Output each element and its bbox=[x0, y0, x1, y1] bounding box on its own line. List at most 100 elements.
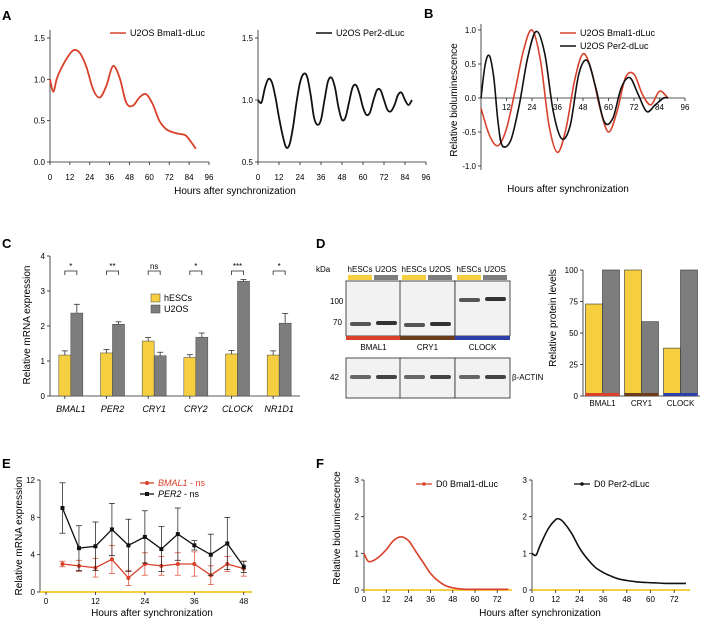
panel-d-protein-bar-u2os bbox=[602, 269, 620, 397]
panel-label-c: C bbox=[2, 236, 12, 251]
panel-b-legend-per2: U2OS Per2-dLuc bbox=[580, 41, 649, 51]
panel-a-left-x-tick-label: 60 bbox=[145, 173, 154, 182]
panel-c-significance-label: * bbox=[278, 262, 281, 271]
panel-f-right-y-tick-label: 1 bbox=[523, 549, 528, 558]
panel-d-lane-header-u2os bbox=[374, 275, 398, 280]
panel-d-band-hescs bbox=[404, 323, 425, 327]
panel-a-right-x-tick-label: 36 bbox=[317, 173, 326, 182]
panel-d-kda-label: kDa bbox=[316, 265, 331, 274]
panel-e-legend-marker bbox=[145, 492, 149, 496]
panel-d-actin-band bbox=[350, 375, 371, 379]
panel-f-left-x-tick-label: 72 bbox=[493, 595, 502, 604]
panel-b-y-tick-label: 0.0 bbox=[465, 94, 477, 103]
panel-f-left-x-tick-label: 60 bbox=[471, 595, 480, 604]
panel-d-blot-name: CLOCK bbox=[469, 343, 497, 352]
panel-c-y-tick-label: 1 bbox=[41, 357, 46, 366]
panel-a-right-x-tick-label: 72 bbox=[380, 173, 389, 182]
panel-d-lane-header-u2os bbox=[483, 275, 507, 280]
panel-d-band-hescs bbox=[350, 322, 371, 326]
panel-d-blot-underline bbox=[400, 336, 455, 340]
panel-a-left-x-tick-label: 84 bbox=[185, 173, 194, 182]
panel-a-right-x-tick-label: 96 bbox=[422, 173, 431, 182]
panel-c-bar-u2os bbox=[112, 324, 125, 397]
panel-label-e: E bbox=[2, 456, 11, 471]
panel-e-y-tick-label: 4 bbox=[31, 551, 36, 560]
panel-c-significance-bracket bbox=[106, 270, 119, 275]
panel-d-bar-category-label: BMAL1 bbox=[589, 399, 616, 408]
panel-e-point-per2 bbox=[225, 541, 230, 546]
panel-c-bar-hescs bbox=[266, 354, 280, 397]
panel-c-category-label: CRY1 bbox=[142, 404, 166, 414]
panel-e-point-bmal1 bbox=[109, 557, 114, 562]
panel-label-a: A bbox=[2, 8, 12, 23]
panel-c-legend-label: hESCs bbox=[164, 293, 193, 303]
panel-d-lane-label: hESCs bbox=[348, 265, 373, 274]
panel-f-right-x-tick-label: 72 bbox=[670, 595, 679, 604]
panel-e-point-per2 bbox=[208, 552, 213, 557]
panel-f-right-x-tick-label: 0 bbox=[530, 595, 535, 604]
panel-b-xlabel: Hours after synchronization bbox=[507, 184, 629, 195]
panel-c-bar-u2os bbox=[153, 355, 167, 397]
panel-c-bar-hescs bbox=[58, 354, 72, 397]
panel-c-significance-label: ns bbox=[150, 262, 158, 271]
panel-e-ylabel: Relative mRNA expression bbox=[14, 477, 25, 596]
panel-f-right-y-tick-label: 0 bbox=[523, 586, 528, 595]
panel-d-bar-y-tick-label: 75 bbox=[569, 298, 578, 307]
panel-d-bar-y-tick-label: 0 bbox=[574, 392, 579, 401]
panel-c-bar-hescs bbox=[141, 340, 155, 397]
panel-d-bar-category-label: CRY1 bbox=[631, 399, 653, 408]
panel-a-right-x-tick-label: 0 bbox=[256, 173, 261, 182]
panel-e-point-per2 bbox=[93, 544, 98, 549]
panel-d-bar-underline bbox=[624, 393, 659, 396]
panel-f-right-x-tick-label: 60 bbox=[646, 595, 655, 604]
panel-d-lane-label: U2OS bbox=[484, 265, 506, 274]
panel-f-left-x-tick-label: 12 bbox=[382, 595, 391, 604]
panel-b-y-tick-label: -1.0 bbox=[462, 162, 476, 171]
panel-e-line-bmal1 bbox=[62, 558, 244, 579]
panel-e-point-bmal1 bbox=[60, 562, 65, 566]
panel-e-legend-bmal1: BMAL1 - ns bbox=[158, 478, 206, 488]
panel-c-bar-hescs bbox=[100, 352, 113, 397]
panel-f-left-y-tick-label: 1 bbox=[355, 549, 360, 558]
panel-a-right-y-tick-label: 0.5 bbox=[242, 158, 254, 167]
panel-d-protein-bar-hescs bbox=[624, 269, 642, 397]
panel-d-protein-bar-hescs bbox=[663, 347, 681, 397]
panel-a-left-x-tick-label: 36 bbox=[105, 173, 114, 182]
panel-b-x-tick-label: 48 bbox=[579, 103, 588, 112]
panel-a: 0.0 0.5 1.0 1.5 0 12 24 36 48 60 72 84 96 U2OS Bmal1-… bbox=[34, 28, 431, 182]
panel-d-band-u2os bbox=[430, 322, 451, 326]
panel-c-bar-u2os bbox=[70, 312, 84, 397]
panel-a-left-y-tick-label: 1.0 bbox=[34, 75, 46, 84]
panel-d-actin-band bbox=[404, 375, 425, 379]
panel-a-right-legend: U2OS Per2-dLuc bbox=[336, 28, 405, 38]
panel-b-per2-line bbox=[480, 30, 669, 148]
panel-c-significance-label: ** bbox=[109, 262, 115, 271]
panel-d-band-u2os bbox=[376, 321, 397, 325]
panel-d-actin-band bbox=[376, 375, 397, 379]
panel-b-y-tick-label: -0.5 bbox=[462, 128, 476, 137]
panel-a-left-x-tick-label: 72 bbox=[165, 173, 174, 182]
panel-c-legend-swatch bbox=[150, 293, 161, 303]
panel-d-lane-header-u2os bbox=[428, 275, 452, 280]
panel-c-y-tick-label: 4 bbox=[41, 252, 46, 261]
panel-e-x-tick-label: 0 bbox=[44, 597, 49, 606]
panel-f-left-legend: D0 Bmal1-dLuc bbox=[436, 479, 499, 489]
panel-c-significance-label: * bbox=[194, 262, 197, 271]
panel-c-significance-label: * bbox=[69, 262, 72, 271]
panel-c-y-tick-label: 0 bbox=[41, 392, 46, 401]
panel-d-lane-header-hescs bbox=[402, 275, 426, 280]
panel-b-x-tick-label: 36 bbox=[553, 103, 562, 112]
panel-label-d: D bbox=[316, 236, 325, 251]
panel-d-protein-bar-u2os bbox=[680, 269, 698, 397]
panel-a-left-y-tick-label: 0.5 bbox=[34, 117, 46, 126]
panel-e-x-tick-label: 48 bbox=[239, 597, 248, 606]
panel-d-protein-bar-u2os bbox=[641, 321, 659, 397]
panel-a-right-x-tick-label: 12 bbox=[275, 173, 284, 182]
panel-b-x-tick-label: 84 bbox=[655, 103, 664, 112]
panel-d-mw-70: 70 bbox=[333, 318, 342, 327]
panel-e-point-per2 bbox=[109, 527, 114, 532]
panel-e-y-tick-label: 8 bbox=[31, 513, 36, 522]
